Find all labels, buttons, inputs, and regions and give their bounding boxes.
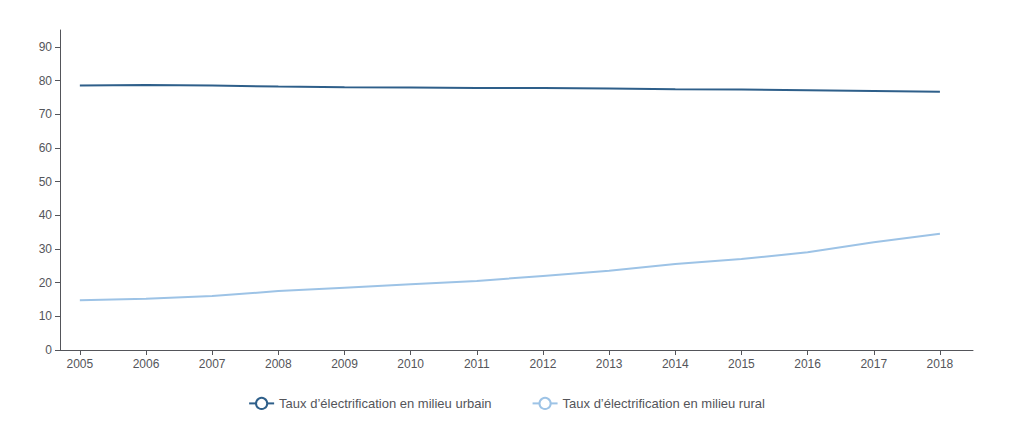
svg-text:2017: 2017 <box>860 357 887 371</box>
svg-text:2005: 2005 <box>66 357 93 371</box>
svg-text:Taux d’électrification en mili: Taux d’électrification en milieu urbain <box>279 396 491 411</box>
svg-text:2007: 2007 <box>199 357 226 371</box>
svg-text:50: 50 <box>39 175 53 189</box>
svg-text:2013: 2013 <box>596 357 623 371</box>
svg-text:2011: 2011 <box>464 357 490 371</box>
svg-text:Taux d’électrification en mili: Taux d’électrification en milieu rural <box>563 396 765 411</box>
svg-text:40: 40 <box>39 208 53 222</box>
svg-text:2008: 2008 <box>265 357 292 371</box>
svg-text:90: 90 <box>39 40 53 54</box>
svg-text:20: 20 <box>39 276 53 290</box>
svg-text:2006: 2006 <box>133 357 160 371</box>
svg-text:2016: 2016 <box>794 357 821 371</box>
svg-text:70: 70 <box>39 107 53 121</box>
svg-text:2018: 2018 <box>927 357 954 371</box>
svg-text:60: 60 <box>39 141 53 155</box>
svg-text:10: 10 <box>39 309 53 323</box>
svg-text:30: 30 <box>39 242 53 256</box>
svg-text:2009: 2009 <box>331 357 358 371</box>
svg-text:2015: 2015 <box>728 357 755 371</box>
svg-text:80: 80 <box>39 74 53 88</box>
svg-text:2014: 2014 <box>662 357 689 371</box>
svg-text:2010: 2010 <box>397 357 424 371</box>
svg-text:0: 0 <box>45 343 52 357</box>
svg-text:2012: 2012 <box>530 357 557 371</box>
